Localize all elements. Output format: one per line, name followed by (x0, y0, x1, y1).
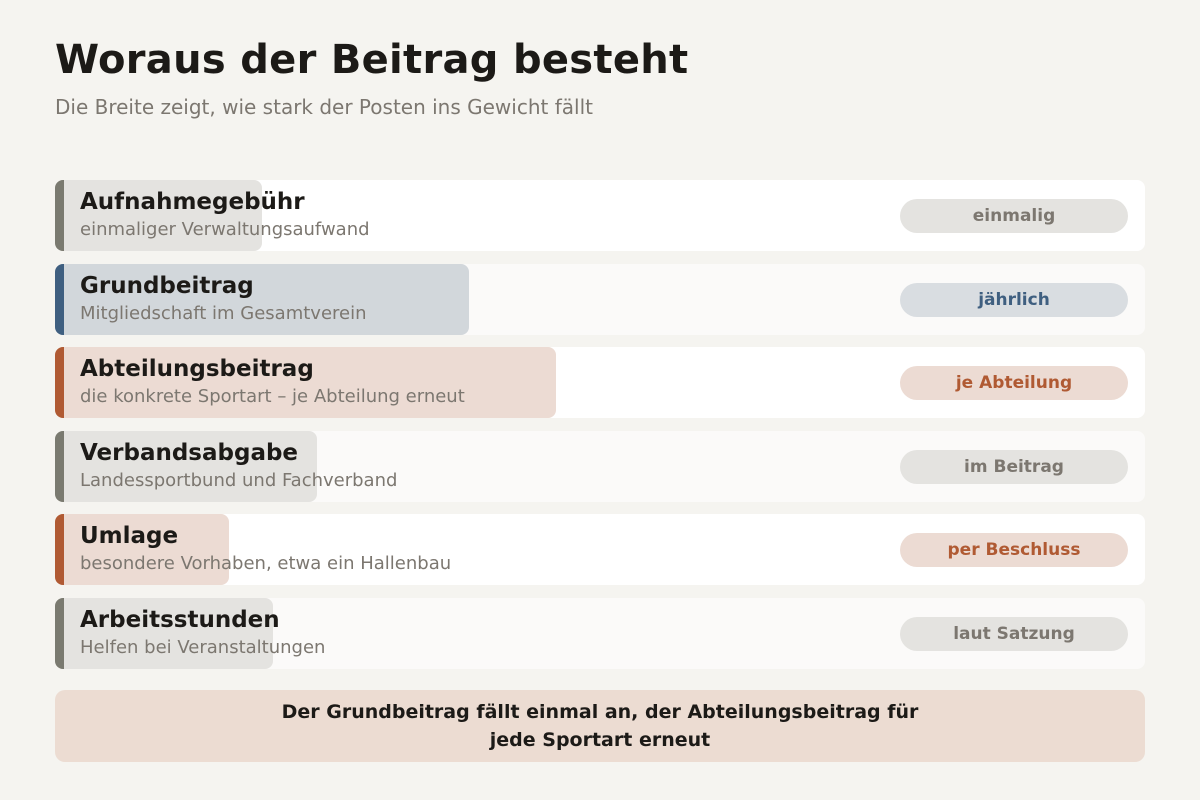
weight-bar (55, 430, 317, 502)
fee-title: Abteilungsbeitrag (80, 356, 314, 382)
frequency-badge: laut Satzung (900, 616, 1128, 651)
accent-stripe (55, 263, 64, 335)
fee-title: Verbandsabgabe (80, 439, 299, 466)
weight-bar (55, 514, 229, 585)
frequency-badge: per Beschluss (900, 533, 1128, 567)
fee-row-abteilungsbeitrag: Abteilungsbeitrag die konkrete Sportart … (55, 347, 1145, 418)
accent-stripe (55, 180, 64, 251)
fee-title: Umlage (80, 523, 179, 549)
fee-title: Aufnahmegebühr (80, 189, 305, 215)
fee-row-arbeitsstunden: Arbeitsstunden Helfen bei Veranstaltunge… (55, 597, 1145, 669)
fee-description: Mitgliedschaft im Gesamtverein (80, 302, 367, 324)
fee-description: Landessportbund und Fachverband (80, 469, 398, 491)
weight-bar (55, 347, 556, 418)
fee-description: die konkrete Sportart – je Abteilung ern… (80, 386, 465, 407)
frequency-badge: einmalig (900, 199, 1128, 233)
accent-stripe (55, 347, 64, 418)
accent-stripe (55, 430, 64, 502)
page-subtitle: Die Breite zeigt, wie stark der Posten i… (55, 95, 593, 119)
frequency-badge: jährlich (900, 282, 1128, 317)
fee-row-umlage: Umlage besondere Vorhaben, etwa ein Hall… (55, 514, 1145, 585)
summary-note: Der Grundbeitrag fällt einmal an, der Ab… (55, 690, 1145, 762)
fee-row-verbandsabgabe: Verbandsabgabe Landessportbund und Fachv… (55, 430, 1145, 502)
fee-row-grundbeitrag: Grundbeitrag Mitgliedschaft im Gesamtver… (55, 263, 1145, 335)
weight-bar (55, 597, 273, 669)
fee-description: einmaliger Verwaltungsaufwand (80, 219, 370, 240)
page-title: Woraus der Beitrag besteht (55, 37, 689, 83)
weight-bar (55, 180, 262, 251)
fee-title: Grundbeitrag (80, 272, 254, 299)
summary-note-text: Der Grundbeitrag fällt einmal an, der Ab… (281, 701, 919, 751)
frequency-badge: im Beitrag (900, 449, 1128, 484)
fee-description: besondere Vorhaben, etwa ein Hallenbau (80, 553, 452, 574)
fee-row-aufnahmegebuehr: Aufnahmegebühr einmaliger Verwaltungsauf… (55, 180, 1145, 251)
accent-stripe (55, 597, 64, 669)
weight-bar (55, 263, 469, 335)
fee-title: Arbeitsstunden (80, 606, 280, 633)
frequency-badge: je Abteilung (900, 366, 1128, 400)
fee-description: Helfen bei Veranstaltungen (80, 636, 326, 658)
accent-stripe (55, 514, 64, 585)
fee-component-list: Aufnahmegebühr einmaliger Verwaltungsauf… (55, 180, 1145, 681)
